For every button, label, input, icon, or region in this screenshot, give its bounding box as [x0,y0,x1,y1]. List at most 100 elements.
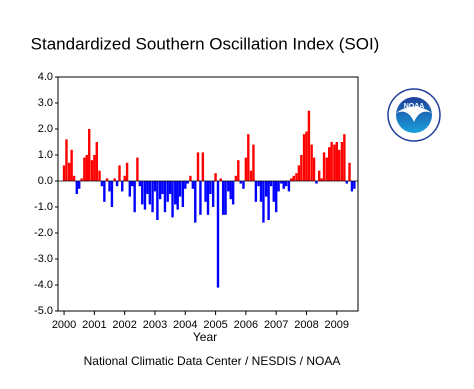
bar [83,157,86,181]
bar [138,181,142,187]
bar [131,181,134,187]
bar [194,181,197,223]
x-tick-label: 2000 [52,319,76,331]
bar [166,181,169,202]
bar [229,181,232,200]
bar [310,144,313,181]
bar [121,181,124,192]
bar [199,181,202,215]
bar [312,157,316,181]
bar [151,181,154,213]
bar [176,181,179,210]
bar [211,181,215,207]
bar [161,181,164,194]
bar [247,134,250,181]
bar [216,181,220,288]
bar [302,134,306,181]
x-tick-label: 2003 [143,319,167,331]
bar [330,142,333,181]
bar [174,181,177,205]
plot-frame [57,76,359,312]
x-axis-label: Year [193,330,217,344]
bar [186,181,189,184]
bar [115,181,119,187]
bar [297,165,301,181]
x-tick-label: 2007 [264,319,288,331]
bar [105,178,109,181]
bar [196,152,200,181]
bar [204,181,207,202]
bar [189,175,192,181]
bar [191,181,195,189]
bar [146,181,149,194]
x-tick-label: 2001 [82,319,106,331]
bar [214,173,217,181]
bar [254,181,258,202]
bar [224,181,227,215]
bar [244,157,248,181]
y-tick-label: -3.0 [34,253,53,265]
bar [133,181,136,213]
bar [110,181,114,207]
bar [300,155,303,181]
bar [262,181,265,223]
logo-bird [396,106,432,122]
bar [70,149,73,181]
y-tick-label: -2.0 [34,227,53,239]
bar [322,152,326,181]
bar [259,181,263,202]
bar [237,160,240,181]
bar [100,181,104,187]
y-tick-label: 4.0 [38,71,53,83]
bar [318,170,321,181]
bar [206,181,210,215]
bar [85,155,88,181]
bar [333,144,336,181]
bar [350,181,354,192]
bar [234,175,238,181]
bar [148,181,152,205]
bar [98,170,101,181]
bar [113,178,116,181]
y-tick-label: 2.0 [38,123,53,135]
bar [158,181,162,200]
bar [267,181,270,220]
bar [315,181,318,184]
bar [249,170,253,181]
bar [307,110,311,181]
bar [90,160,94,181]
y-tick-label: 0.0 [38,175,53,187]
bar [340,142,344,181]
x-tick-label: 2006 [234,319,258,331]
bar [75,181,78,194]
bar [136,157,139,181]
bar [320,178,323,181]
bar [62,165,66,181]
x-tick-label: 2005 [203,319,227,331]
bar [274,181,278,213]
bar [78,181,81,189]
bar [141,181,144,205]
x-tick-label: 2008 [294,319,318,331]
bar [269,181,273,187]
bar [227,181,230,192]
bar [290,178,293,181]
bar [80,178,83,181]
bar [287,181,291,192]
bar [284,181,288,187]
y-tick-label: -4.0 [34,279,53,291]
bar [272,181,275,202]
bar [282,181,285,189]
bar [72,175,76,181]
bar [184,181,187,189]
bar [280,181,283,184]
bar [168,181,172,194]
y-tick-label: -1.0 [34,201,53,213]
footer: National Climatic Data Center / NESDIS /… [84,354,341,368]
bar [277,181,280,192]
bar [95,142,98,181]
bar [305,131,308,181]
bar [209,181,212,194]
bar [239,181,242,184]
